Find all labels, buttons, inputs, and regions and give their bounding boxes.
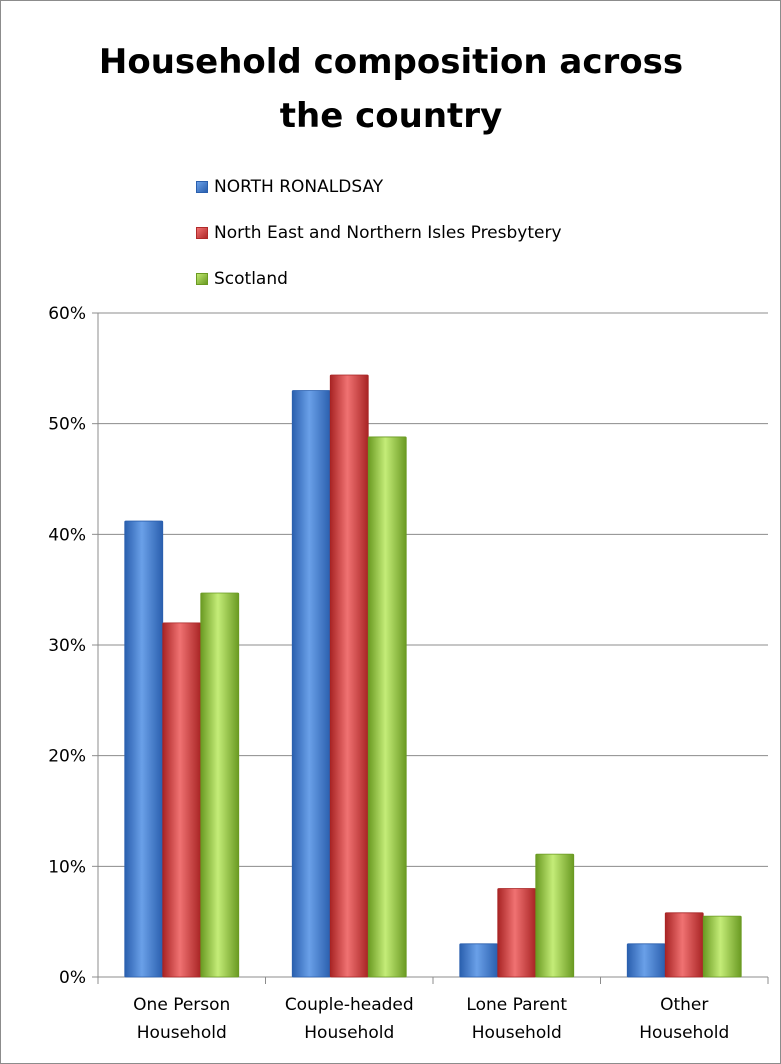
bar-1-2 bbox=[497, 888, 537, 978]
legend-item-scotland: Scotland bbox=[196, 256, 562, 302]
x-tick-label-0-1: Household bbox=[137, 1023, 227, 1043]
bar-1-1 bbox=[329, 374, 369, 978]
chart-title-line-1: Household composition across bbox=[98, 42, 684, 82]
bar-2-3 bbox=[702, 915, 742, 978]
bar-1-0 bbox=[162, 622, 202, 978]
y-tick-label-2: 20% bbox=[48, 747, 86, 767]
bar-0-0 bbox=[124, 520, 164, 978]
chart-title-line-2: the country bbox=[279, 96, 503, 136]
x-tick-label-0-0: One Person bbox=[133, 995, 230, 1015]
bar-2-1 bbox=[367, 436, 407, 978]
x-tick-label-1-0: Couple-headed bbox=[285, 995, 414, 1015]
legend-label-scotland: Scotland bbox=[214, 269, 288, 289]
y-tick-label-3: 30% bbox=[48, 636, 86, 656]
legend-item-north-ronaldsay: NORTH RONALDSAY bbox=[196, 164, 562, 210]
y-tick-label-6: 60% bbox=[48, 304, 86, 324]
legend-label-presbytery: North East and Northern Isles Presbytery bbox=[214, 223, 562, 243]
bar-0-2 bbox=[459, 943, 499, 978]
legend-item-presbytery: North East and Northern Isles Presbytery bbox=[196, 210, 562, 256]
legend-label-north-ronaldsay: NORTH RONALDSAY bbox=[214, 177, 384, 197]
x-tick-label-2-0: Lone Parent bbox=[466, 995, 567, 1015]
bar-2-0 bbox=[200, 592, 240, 978]
legend-swatch-scotland bbox=[196, 273, 208, 285]
bar-0-3 bbox=[626, 943, 666, 978]
bar-0-1 bbox=[291, 390, 331, 978]
y-tick-label-0: 0% bbox=[59, 968, 86, 988]
x-tick-label-1-1: Household bbox=[304, 1023, 394, 1043]
x-tick-label-2-1: Household bbox=[472, 1023, 562, 1043]
bar-1-3 bbox=[664, 912, 704, 978]
legend: NORTH RONALDSAY North East and Northern … bbox=[196, 164, 562, 302]
x-tick-label-3-1: Household bbox=[639, 1023, 729, 1043]
legend-swatch-presbytery bbox=[196, 227, 208, 239]
chart-title: Household composition across the country bbox=[41, 35, 741, 143]
x-tick-label-3-0: Other bbox=[660, 995, 708, 1015]
legend-swatch-north-ronaldsay bbox=[196, 181, 208, 193]
bar-2-2 bbox=[535, 853, 575, 978]
y-tick-label-1: 10% bbox=[48, 857, 86, 877]
y-tick-label-4: 40% bbox=[48, 525, 86, 545]
y-tick-label-5: 50% bbox=[48, 415, 86, 435]
